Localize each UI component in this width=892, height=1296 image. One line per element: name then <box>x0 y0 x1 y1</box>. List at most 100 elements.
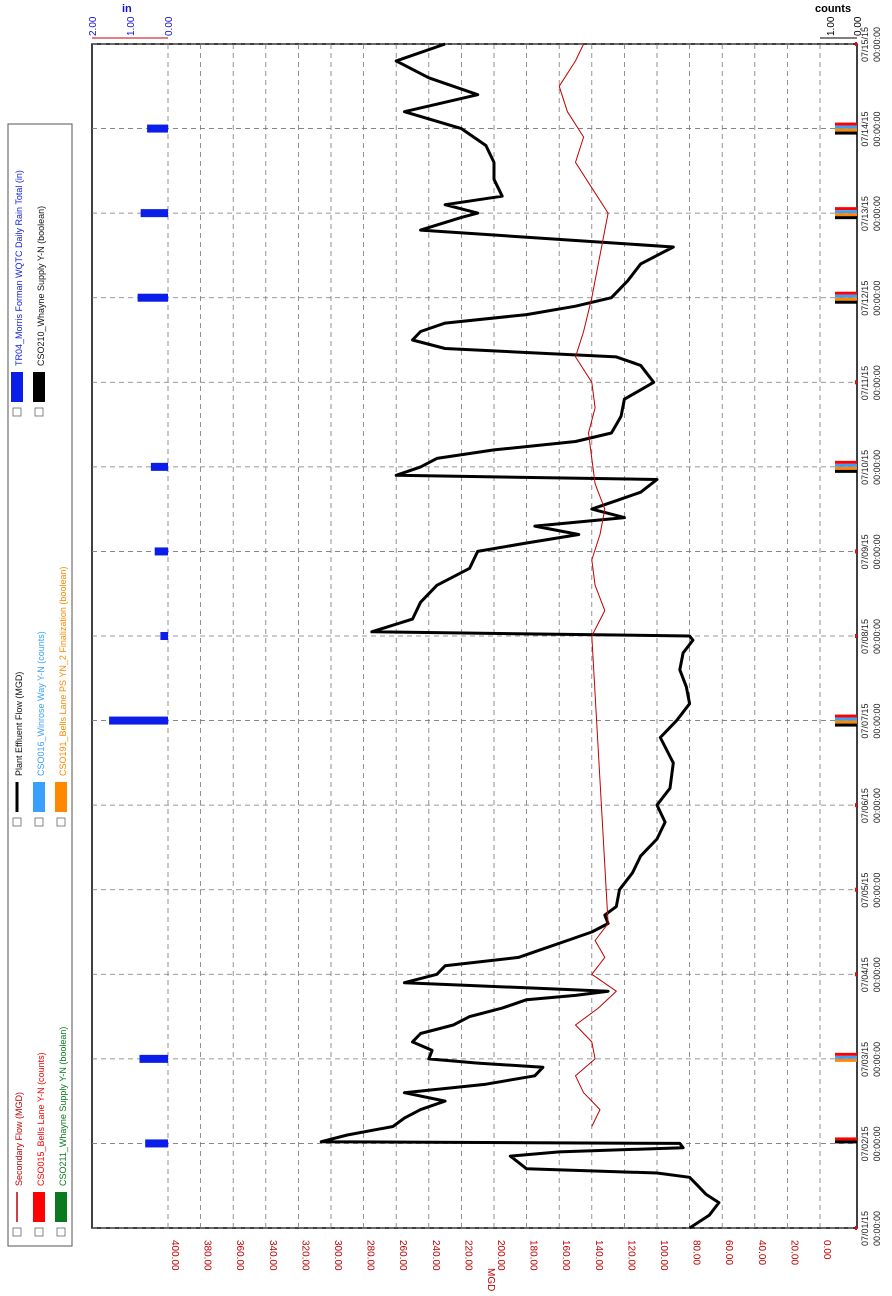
mgd-tick-label: 260.00 <box>397 1240 408 1271</box>
cso-baseline-marker <box>855 803 857 808</box>
cso015-event-bar <box>835 460 857 464</box>
mgd-tick-label: 0.00 <box>821 1240 832 1260</box>
plant_flow-line <box>319 42 721 1230</box>
time-tick-date: 07/09/15 <box>860 534 870 569</box>
mgd-tick-label: 140.00 <box>593 1240 604 1271</box>
cso-baseline-marker <box>855 634 857 638</box>
rain-bar <box>109 716 168 725</box>
rain-tick-label: 1.00 <box>126 16 137 36</box>
legend-checkbox <box>12 1227 22 1237</box>
legend-label: CSO211_Whayne Supply Y-N (boolean) <box>58 1027 68 1186</box>
cso191-event-bar <box>835 297 857 301</box>
cso210-event-bar <box>835 300 857 304</box>
time-tick-date: 07/15/15 <box>860 27 870 62</box>
mgd-tick-label: 60.00 <box>723 1240 734 1265</box>
time-tick-time: 00:00:00 <box>872 788 882 823</box>
grid <box>91 43 858 1229</box>
legend-checkbox <box>56 1227 66 1237</box>
time-tick-time: 00:00:00 <box>872 1126 882 1161</box>
cso191-event-bar <box>835 213 857 217</box>
mgd-tick-label: 100.00 <box>658 1240 669 1271</box>
time-tick-time: 00:00:00 <box>872 112 882 147</box>
cso191-event-bar <box>835 720 857 724</box>
cso-baseline-marker <box>855 42 857 46</box>
time-tick-time: 00:00:00 <box>872 534 882 569</box>
legend-swatch-bar <box>33 372 45 402</box>
mgd-tick-label: 80.00 <box>691 1240 702 1265</box>
mgd-tick-label: 280.00 <box>365 1240 376 1271</box>
legend-checkbox <box>34 407 44 417</box>
cso015-event-bar <box>835 291 857 295</box>
time-tick-date: 07/02/15 <box>860 1126 870 1161</box>
rain-bar <box>139 1054 168 1063</box>
mgd-tick-label: 20.00 <box>788 1240 799 1265</box>
time-tick-time: 00:00:00 <box>872 619 882 654</box>
legend-swatch-bar <box>33 1192 45 1222</box>
time-tick-date: 07/06/15 <box>860 788 870 823</box>
cso210-event-bar <box>835 723 857 727</box>
time-tick-date: 07/10/15 <box>860 450 870 485</box>
time-tick-time: 00:00:00 <box>872 704 882 739</box>
cso-baseline-marker <box>855 1226 857 1230</box>
legend-label: TR04_Morris Forman WQTC Daily Rain Total… <box>14 170 24 366</box>
legend-label: Secondary Flow (MGD) <box>14 1092 24 1186</box>
secondary_flow-line <box>558 43 617 1127</box>
rain-bar <box>160 632 168 640</box>
legend-checkbox <box>12 817 22 827</box>
cso015-event-bar <box>835 714 857 718</box>
cso015-event-bar <box>835 122 857 126</box>
legend-label: CSO191_Bells Lane PS YN_2 Finalization (… <box>58 567 68 776</box>
legend: Secondary Flow (MGD) Plant Effluent Flow … <box>7 123 73 1247</box>
legend-swatch-bar <box>55 1192 67 1222</box>
cso-event-bars <box>835 42 857 1230</box>
legend-label: CSO015_Bells Lane Y-N (counts) <box>36 1052 46 1186</box>
cso191-event-bar <box>835 1058 857 1062</box>
mgd-tick-label: 200.00 <box>495 1240 506 1271</box>
cso210-event-bar <box>835 131 857 135</box>
time-tick-time: 00:00:00 <box>872 957 882 992</box>
rain-bars <box>109 124 168 1148</box>
mgd-tick-label: 160.00 <box>560 1240 571 1271</box>
time-tick-time: 00:00:00 <box>872 1211 882 1246</box>
cso015-event-bar <box>835 1052 857 1056</box>
mgd-tick-label: 360.00 <box>234 1240 245 1271</box>
mgd-tick-label: 400.00 <box>169 1240 180 1271</box>
legend-swatch-bar <box>33 782 45 812</box>
time-tick-time: 00:00:00 <box>872 873 882 908</box>
mgd-tick-label: 220.00 <box>462 1240 473 1271</box>
mgd-tick-label: 320.00 <box>299 1240 310 1271</box>
rain-axis-label: in <box>122 3 132 15</box>
legend-checkbox <box>56 817 66 827</box>
time-tick-date: 07/04/15 <box>860 957 870 992</box>
time-tick-date: 07/05/15 <box>860 873 870 908</box>
cso016-event-bar <box>835 294 857 298</box>
cso016-event-bar <box>835 210 857 214</box>
cso016-event-bar <box>835 463 857 467</box>
cso-baseline-marker <box>855 972 857 977</box>
series-lines <box>319 42 721 1230</box>
rain-bar <box>150 462 168 471</box>
rain-bar <box>145 1139 168 1148</box>
time-tick-time: 00:00:00 <box>872 1042 882 1077</box>
cso210-event-bar <box>835 469 857 473</box>
time-tick-date: 07/12/15 <box>860 281 870 316</box>
cso210-event-bar <box>835 1140 857 1144</box>
cso015-event-bar <box>835 207 857 211</box>
mgd-tick-label: 300.00 <box>332 1240 343 1271</box>
time-tick-date: 07/01/15 <box>860 1211 870 1246</box>
legend-label: Plant Effluent Flow (MGD) <box>14 672 24 776</box>
counts-tick-label: 1.00 <box>826 16 837 36</box>
rain-tick-label: 0.00 <box>164 16 175 36</box>
time-tick-time: 00:00:00 <box>872 27 882 62</box>
time-tick-date: 07/08/15 <box>860 619 870 654</box>
rain-bar <box>140 209 168 218</box>
cso191-event-bar <box>835 128 857 132</box>
legend-swatch-bar <box>55 782 67 812</box>
cso016-event-bar <box>835 1055 857 1059</box>
cso191-event-bar <box>835 466 857 470</box>
rain-tick-label: 2.00 <box>88 16 99 36</box>
legend-checkbox <box>12 407 22 417</box>
cso-baseline-marker <box>855 887 857 892</box>
